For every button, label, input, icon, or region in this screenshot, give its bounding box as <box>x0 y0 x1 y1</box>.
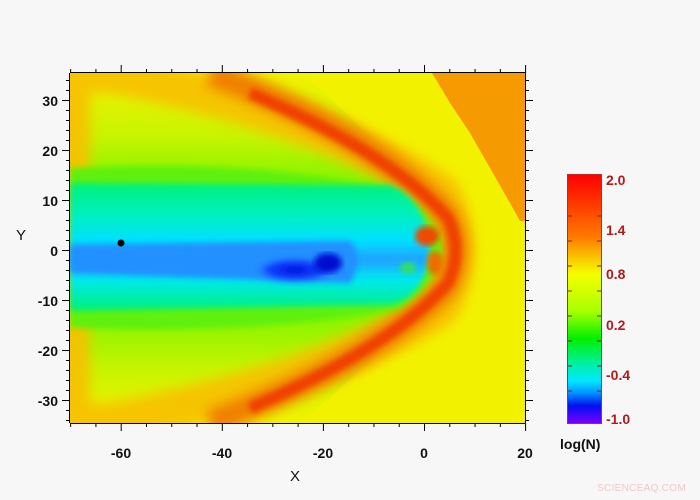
x-tick-label: -60 <box>110 445 132 461</box>
position-marker <box>117 239 125 247</box>
x-tick-label: -20 <box>312 445 334 461</box>
watermark: SCIENCEAQ.COM <box>597 483 686 494</box>
colorbar-ticks <box>568 215 601 392</box>
x-tick-label: -40 <box>211 445 233 461</box>
y-tick-label: 30 <box>42 93 58 109</box>
colorbar-label: 2.0 <box>606 172 626 188</box>
colorbar-label: 1.4 <box>606 222 626 238</box>
colorbar-label: 0.2 <box>606 317 626 333</box>
colorbar-label: 0.8 <box>606 266 626 282</box>
x-axis-title: X <box>290 468 301 485</box>
colorbar-label: -0.4 <box>606 367 631 383</box>
x-tick-label: 20 <box>517 445 533 461</box>
y-tick-label: 10 <box>42 193 58 209</box>
y-tick-label: -10 <box>37 293 58 309</box>
x-tick-label: 0 <box>420 445 428 461</box>
y-axis-title: Y <box>16 227 27 244</box>
y-tick-label: -20 <box>37 343 58 359</box>
colorbar-label: -1.0 <box>606 411 631 427</box>
colorbar <box>567 174 602 424</box>
y-tick-label: 20 <box>42 143 58 159</box>
y-tick-label: -30 <box>37 393 58 409</box>
y-tick-label: 0 <box>50 243 58 259</box>
density-heatmap <box>70 73 525 423</box>
heatmap-plot-area <box>70 73 525 423</box>
colorbar-title: log(N) <box>560 436 601 452</box>
